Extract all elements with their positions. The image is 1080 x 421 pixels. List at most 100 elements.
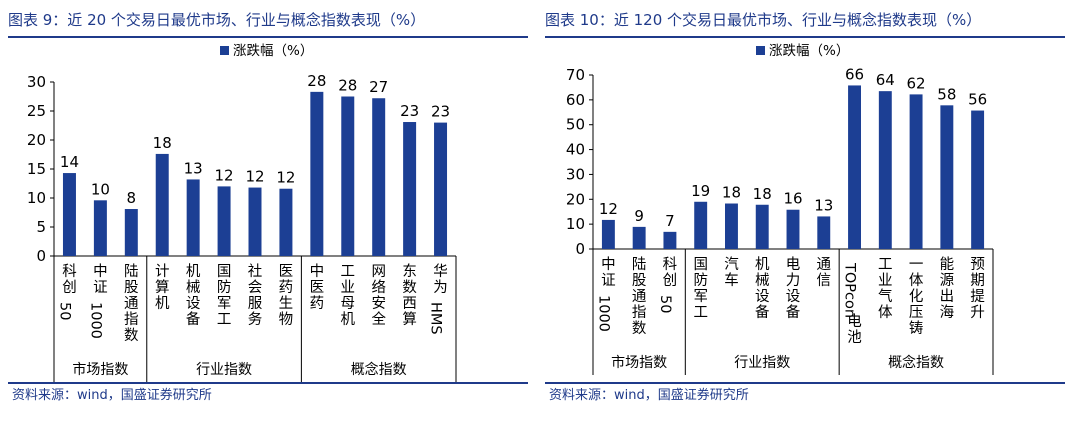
bar-chart-20d: 涨跌幅（%）05101520253014科创5010中证10008陆股通指数18… (27, 43, 457, 382)
svg-text:能: 能 (940, 256, 955, 273)
group-label: 行业指数 (196, 362, 252, 378)
svg-text:创: 创 (663, 272, 678, 289)
group-label: 市场指数 (72, 361, 128, 378)
svg-text:机: 机 (341, 311, 356, 328)
data-label: 56 (968, 91, 987, 109)
svg-text:1000: 1000 (87, 302, 103, 339)
data-label: 12 (599, 200, 618, 218)
svg-text:车: 车 (724, 272, 739, 289)
bar (279, 188, 293, 256)
bar (632, 226, 646, 249)
data-label: 28 (338, 77, 357, 95)
svg-text:备: 备 (786, 304, 801, 321)
svg-text:军: 军 (217, 296, 232, 312)
svg-text:数: 数 (632, 320, 647, 337)
svg-text:科: 科 (663, 256, 678, 273)
chart-title: 图表 9：近 20 个交易日最优市场、行业与概念指数表现（%） (8, 11, 426, 29)
svg-text:中: 中 (310, 263, 325, 280)
svg-text:网: 网 (371, 264, 386, 280)
legend: 涨跌幅（%） (220, 43, 313, 59)
data-label: 13 (814, 196, 833, 214)
svg-text:铸: 铸 (909, 320, 924, 337)
source-divider (545, 382, 1065, 384)
svg-text:医: 医 (279, 264, 294, 280)
svg-text:东: 东 (402, 263, 417, 280)
svg-text:证: 证 (93, 279, 108, 296)
bar (909, 94, 923, 249)
svg-text:中: 中 (93, 263, 108, 280)
svg-text:计: 计 (155, 263, 170, 280)
svg-text:50: 50 (657, 295, 673, 313)
data-label: 10 (91, 180, 110, 198)
y-tick-label: 20 (566, 190, 585, 208)
svg-text:汽: 汽 (724, 256, 739, 273)
y-tick-label: 0 (575, 240, 585, 258)
source-note: 资料来源：wind，国盛证券研究所 (549, 388, 749, 403)
y-tick-label: 70 (566, 66, 585, 84)
category-label: 计算机 (155, 263, 170, 312)
svg-text:服: 服 (248, 296, 263, 312)
svg-text:社: 社 (248, 263, 263, 280)
svg-text:络: 络 (371, 279, 386, 296)
data-label: 18 (153, 134, 172, 152)
svg-text:设: 设 (755, 288, 770, 305)
svg-text:业: 业 (878, 272, 893, 289)
bar (310, 91, 324, 256)
svg-text:升: 升 (970, 304, 985, 321)
svg-text:母: 母 (341, 296, 356, 312)
svg-text:预: 预 (970, 256, 985, 273)
svg-text:通: 通 (124, 295, 139, 312)
data-label: 64 (876, 71, 895, 89)
bar (971, 110, 985, 249)
svg-text:机: 机 (755, 256, 770, 273)
svg-text:华: 华 (433, 263, 448, 280)
svg-text:气: 气 (878, 288, 893, 305)
data-label: 9 (634, 207, 644, 225)
bar (940, 105, 954, 249)
category-label: 中证 1000 (595, 256, 615, 332)
svg-text:防: 防 (693, 272, 708, 289)
svg-text:国: 国 (217, 264, 232, 280)
chart-title: 图表 10：近 120 个交易日最优市场、行业与概念指数表现（%） (545, 11, 982, 29)
data-label: 12 (215, 166, 234, 184)
group-label: 概念指数 (351, 361, 407, 378)
legend-swatch (220, 46, 229, 55)
y-tick-label: 15 (27, 160, 46, 178)
category-label: 科创 50 (56, 263, 76, 320)
svg-text:防: 防 (217, 279, 232, 296)
bar (62, 173, 76, 256)
svg-text:数: 数 (124, 327, 139, 344)
category-label: 中证 1000 (87, 263, 107, 339)
data-label: 8 (127, 189, 137, 207)
bar-chart-120d: 涨跌幅（%）01020304050607012中证10009陆股通指数7科创50… (566, 43, 994, 375)
data-label: 18 (722, 184, 741, 202)
y-tick-label: 30 (566, 165, 585, 183)
bar (217, 186, 231, 256)
svg-text:设: 设 (786, 288, 801, 305)
svg-text:证: 证 (601, 272, 616, 289)
group-label: 行业指数 (734, 355, 790, 371)
legend-swatch (756, 46, 765, 55)
category-label: 中医药 (310, 263, 325, 312)
source-note: 资料来源：wind，国盛证券研究所 (12, 388, 212, 403)
bar (155, 153, 169, 256)
bar (848, 85, 861, 249)
svg-text:机: 机 (155, 295, 170, 312)
bar (725, 203, 738, 249)
svg-text:50: 50 (56, 302, 72, 320)
svg-text:算: 算 (155, 279, 170, 296)
category-label: 通信 (817, 256, 832, 289)
svg-text:为: 为 (433, 279, 448, 296)
svg-text:数: 数 (402, 279, 417, 296)
bar (755, 204, 769, 249)
data-label: 19 (691, 182, 710, 200)
